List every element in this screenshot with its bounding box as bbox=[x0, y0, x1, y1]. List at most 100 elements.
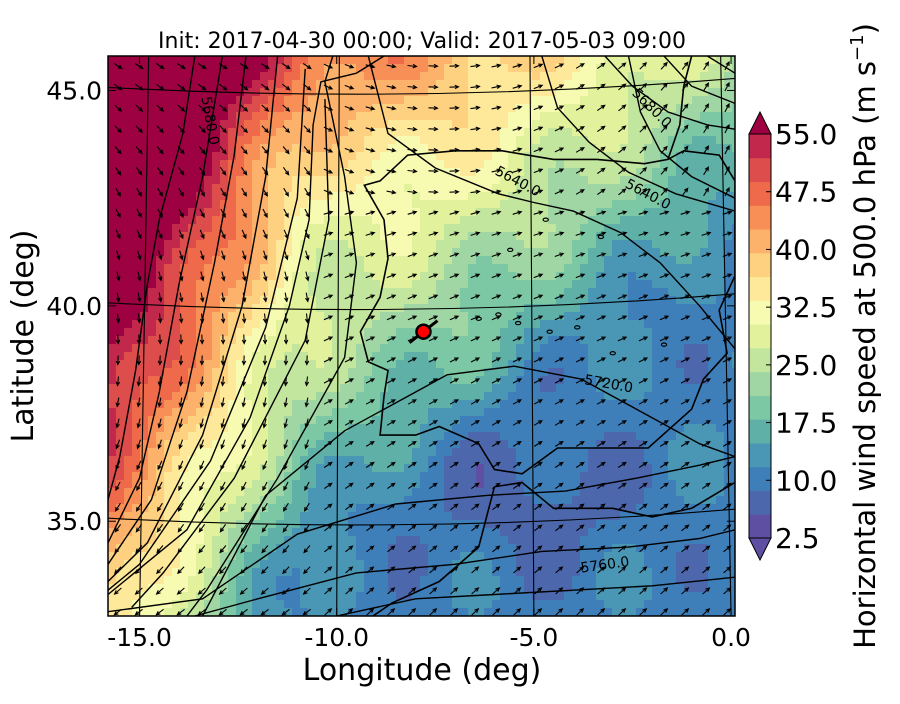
wind-speed-cell bbox=[164, 376, 173, 385]
wind-speed-cell bbox=[588, 440, 597, 449]
wind-speed-cell bbox=[540, 104, 549, 113]
wind-speed-cell bbox=[508, 456, 517, 465]
wind-speed-cell bbox=[524, 296, 533, 305]
wind-speed-cell bbox=[396, 272, 405, 281]
wind-speed-cell bbox=[476, 200, 485, 209]
wind-speed-cell bbox=[380, 528, 389, 537]
wind-speed-cell bbox=[148, 232, 157, 241]
wind-speed-cell bbox=[308, 408, 317, 417]
wind-speed-cell bbox=[516, 120, 525, 129]
wind-speed-cell bbox=[540, 384, 549, 393]
wind-speed-cell bbox=[692, 416, 701, 425]
wind-speed-cell bbox=[628, 280, 637, 289]
wind-speed-cell bbox=[572, 96, 581, 105]
wind-speed-cell bbox=[340, 408, 349, 417]
wind-speed-cell bbox=[700, 320, 709, 329]
wind-speed-cell bbox=[652, 528, 661, 537]
wind-speed-cell bbox=[204, 72, 213, 81]
wind-speed-cell bbox=[268, 168, 277, 177]
wind-speed-cell bbox=[276, 216, 285, 225]
wind-speed-cell bbox=[124, 264, 133, 273]
wind-speed-cell bbox=[348, 88, 357, 97]
wind-speed-cell bbox=[652, 144, 661, 153]
wind-speed-cell bbox=[444, 232, 453, 241]
wind-speed-cell bbox=[380, 440, 389, 449]
wind-speed-cell bbox=[484, 152, 493, 161]
wind-speed-cell bbox=[212, 504, 221, 513]
wind-speed-cell bbox=[692, 288, 701, 297]
wind-speed-cell bbox=[716, 280, 725, 289]
wind-speed-cell bbox=[468, 288, 477, 297]
wind-speed-cell bbox=[324, 288, 333, 297]
wind-speed-cell bbox=[524, 312, 533, 321]
wind-speed-cell bbox=[724, 512, 733, 521]
wind-speed-cell bbox=[644, 360, 653, 369]
wind-speed-cell bbox=[188, 328, 197, 337]
wind-speed-cell bbox=[148, 104, 157, 113]
wind-speed-cell bbox=[180, 200, 189, 209]
wind-speed-cell bbox=[564, 184, 573, 193]
wind-speed-cell bbox=[332, 544, 341, 553]
wind-speed-cell bbox=[276, 400, 285, 409]
wind-speed-cell bbox=[700, 352, 709, 361]
wind-speed-cell bbox=[548, 232, 557, 241]
wind-speed-cell bbox=[220, 96, 229, 105]
wind-speed-cell bbox=[380, 264, 389, 273]
wind-speed-cell bbox=[388, 456, 397, 465]
wind-speed-cell bbox=[340, 424, 349, 433]
wind-speed-cell bbox=[692, 136, 701, 145]
wind-speed-cell bbox=[308, 488, 317, 497]
wind-speed-cell bbox=[604, 232, 613, 241]
wind-speed-cell bbox=[524, 216, 533, 225]
wind-speed-cell bbox=[532, 440, 541, 449]
wind-speed-cell bbox=[460, 56, 469, 65]
wind-speed-cell bbox=[356, 312, 365, 321]
wind-speed-cell bbox=[356, 176, 365, 185]
wind-speed-cell bbox=[268, 424, 277, 433]
wind-speed-cell bbox=[140, 216, 149, 225]
wind-speed-cell bbox=[412, 480, 421, 489]
wind-speed-cell bbox=[588, 288, 597, 297]
wind-speed-cell bbox=[340, 520, 349, 529]
wind-speed-cell bbox=[420, 424, 429, 433]
wind-speed-cell bbox=[356, 216, 365, 225]
wind-speed-cell bbox=[660, 208, 669, 217]
wind-speed-cell bbox=[524, 536, 533, 545]
wind-speed-cell bbox=[164, 384, 173, 393]
wind-speed-cell bbox=[372, 216, 381, 225]
wind-speed-cell bbox=[564, 536, 573, 545]
wind-speed-cell bbox=[196, 352, 205, 361]
wind-speed-cell bbox=[540, 192, 549, 201]
wind-speed-cell bbox=[268, 544, 277, 553]
wind-speed-cell bbox=[116, 296, 125, 305]
wind-speed-cell bbox=[436, 136, 445, 145]
wind-speed-cell bbox=[628, 416, 637, 425]
wind-speed-cell bbox=[348, 160, 357, 169]
wind-speed-cell bbox=[436, 544, 445, 553]
wind-speed-cell bbox=[308, 448, 317, 457]
wind-speed-cell bbox=[636, 520, 645, 529]
wind-speed-cell bbox=[252, 112, 261, 121]
wind-speed-cell bbox=[412, 80, 421, 89]
wind-speed-cell bbox=[572, 224, 581, 233]
wind-speed-cell bbox=[172, 80, 181, 89]
wind-speed-cell bbox=[420, 456, 429, 465]
wind-speed-cell bbox=[700, 192, 709, 201]
wind-speed-cell bbox=[396, 512, 405, 521]
wind-speed-cell bbox=[572, 144, 581, 153]
wind-speed-cell bbox=[116, 392, 125, 401]
wind-speed-cell bbox=[492, 152, 501, 161]
wind-speed-cell bbox=[372, 112, 381, 121]
wind-speed-cell bbox=[668, 464, 677, 473]
wind-speed-cell bbox=[588, 280, 597, 289]
wind-speed-cell bbox=[180, 296, 189, 305]
wind-speed-cell bbox=[476, 376, 485, 385]
wind-speed-cell bbox=[332, 440, 341, 449]
wind-speed-cell bbox=[316, 176, 325, 185]
wind-speed-cell bbox=[356, 464, 365, 473]
wind-speed-cell bbox=[260, 216, 269, 225]
wind-speed-cell bbox=[196, 528, 205, 537]
wind-speed-cell bbox=[636, 544, 645, 553]
wind-speed-cell bbox=[132, 512, 141, 521]
wind-speed-cell bbox=[556, 328, 565, 337]
